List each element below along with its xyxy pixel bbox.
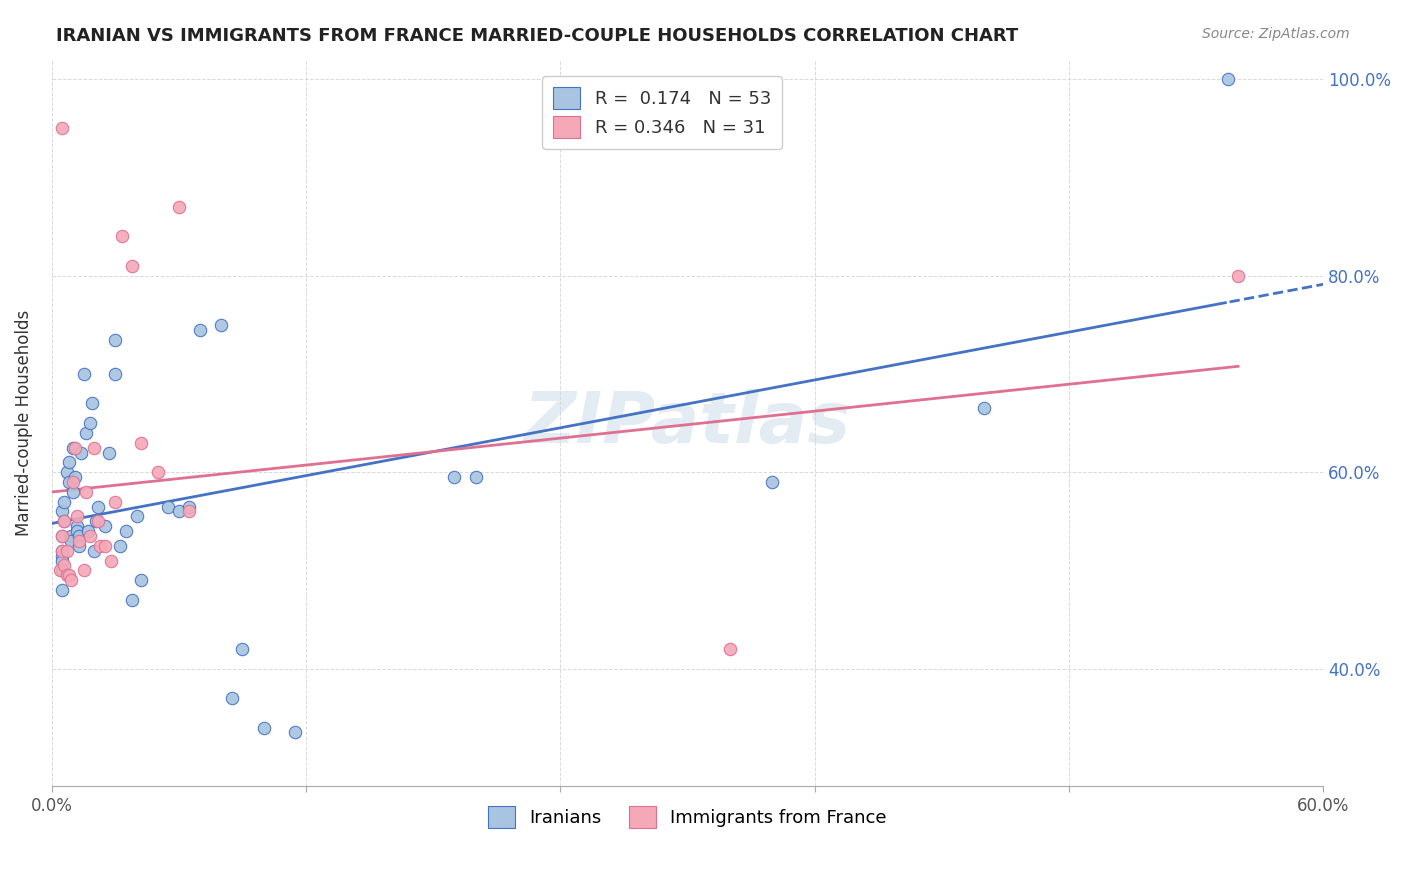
Point [72, 563, 94, 577]
Point [104, 333, 127, 347]
Point [179, 504, 201, 518]
Point [1216, 72, 1239, 87]
Point [72, 367, 94, 381]
Point [104, 494, 127, 508]
Point [93, 539, 115, 553]
Point [121, 259, 143, 273]
Point [51, 553, 73, 567]
Point [66, 524, 89, 538]
Point [83, 441, 105, 455]
Point [75, 425, 97, 440]
Point [59, 529, 82, 543]
Point [51, 529, 73, 543]
Point [59, 533, 82, 548]
Point [104, 367, 127, 381]
Point [93, 519, 115, 533]
Point [221, 691, 243, 706]
Point [53, 558, 76, 573]
Point [84, 514, 107, 528]
Point [55, 568, 77, 582]
Point [121, 592, 143, 607]
Point [70, 445, 93, 459]
Legend: Iranians, Immigrants from France: Iranians, Immigrants from France [481, 799, 894, 836]
Point [66, 519, 89, 533]
Point [83, 543, 105, 558]
Point [129, 573, 152, 587]
Point [100, 553, 122, 567]
Point [58, 475, 80, 489]
Point [87, 500, 110, 514]
Point [55, 465, 77, 479]
Point [75, 484, 97, 499]
Point [231, 642, 253, 657]
Point [63, 441, 86, 455]
Point [51, 563, 73, 577]
Point [761, 475, 783, 489]
Point [253, 721, 276, 735]
Point [973, 401, 995, 416]
Point [87, 514, 110, 528]
Point [67, 529, 90, 543]
Point [53, 514, 76, 528]
Point [53, 514, 76, 528]
Point [97, 445, 120, 459]
Point [157, 500, 180, 514]
Point [51, 582, 73, 597]
Point [79, 529, 101, 543]
Point [76, 524, 98, 538]
Point [58, 568, 80, 582]
Point [49, 563, 72, 577]
Point [51, 529, 73, 543]
Point [51, 121, 73, 136]
Text: IRANIAN VS IMMIGRANTS FROM FRANCE MARRIED-COUPLE HOUSEHOLDS CORRELATION CHART: IRANIAN VS IMMIGRANTS FROM FRANCE MARRIE… [56, 27, 1018, 45]
Point [51, 504, 73, 518]
Point [209, 318, 232, 332]
Point [108, 539, 131, 553]
Point [79, 416, 101, 430]
Point [111, 229, 134, 244]
Point [53, 494, 76, 508]
Point [129, 435, 152, 450]
Point [464, 470, 486, 484]
Point [718, 642, 741, 657]
Point [51, 543, 73, 558]
Point [80, 396, 103, 410]
Point [51, 549, 73, 563]
Point [67, 539, 90, 553]
Text: Source: ZipAtlas.com: Source: ZipAtlas.com [1202, 27, 1350, 41]
Point [62, 475, 84, 489]
Point [55, 543, 77, 558]
Point [62, 441, 84, 455]
Point [443, 470, 465, 484]
Point [284, 725, 307, 739]
Point [1227, 268, 1250, 283]
Point [62, 484, 84, 499]
Point [58, 455, 80, 469]
Point [59, 573, 82, 587]
Point [63, 470, 86, 484]
Point [167, 200, 190, 214]
Point [167, 504, 190, 518]
Point [67, 533, 90, 548]
Point [89, 539, 111, 553]
Point [115, 524, 138, 538]
Text: ZIPatlas: ZIPatlas [524, 389, 851, 458]
Point [51, 543, 73, 558]
Point [66, 509, 89, 524]
Point [188, 323, 211, 337]
Point [125, 509, 148, 524]
Y-axis label: Married-couple Households: Married-couple Households [15, 310, 32, 536]
Point [179, 500, 201, 514]
Point [146, 465, 169, 479]
